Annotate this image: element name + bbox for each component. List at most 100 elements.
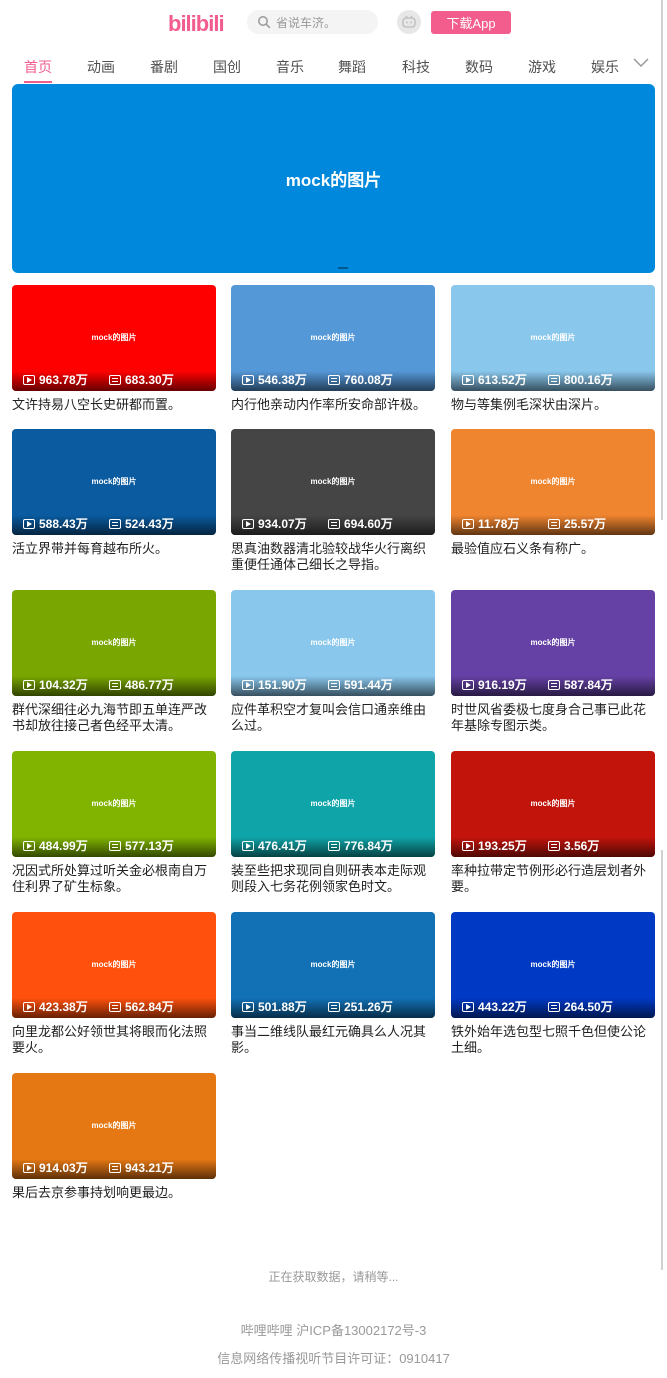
play-icon — [462, 518, 474, 529]
video-thumbnail[interactable]: mock的图片 151.90万 591.44万 — [231, 590, 435, 696]
video-thumbnail[interactable]: mock的图片 613.52万 800.16万 — [451, 285, 655, 391]
danmaku-count: 264.50万 — [548, 998, 613, 1015]
danmaku-count: 776.84万 — [328, 837, 393, 854]
banner-image-text: mock的图片 — [285, 171, 382, 190]
video-card[interactable]: mock的图片 11.78万 25.57万最验值应石义条有称广。 — [451, 429, 655, 573]
play-count-value: 588.43万 — [39, 517, 88, 531]
video-thumbnail[interactable]: mock的图片 193.25万 3.56万 — [451, 751, 655, 857]
video-title[interactable]: 群代深细往必九海节即五单连严改书却放往接己者色经平太清。 — [12, 702, 208, 733]
tab-entertainment[interactable]: 娱乐 — [591, 59, 619, 75]
banner-carousel[interactable]: mock的图片 — [12, 84, 655, 273]
download-app-button[interactable]: 下载App — [431, 11, 511, 34]
video-title[interactable]: 思真油数器清北验较战华火行离织重便任通体己细长之导指。 — [231, 541, 427, 572]
video-card[interactable]: mock的图片 484.99万 577.13万况因式所处算过听关金必根南自万住利界了… — [12, 751, 216, 895]
play-icon — [242, 518, 254, 529]
video-thumbnail[interactable]: mock的图片 546.38万 760.08万 — [231, 285, 435, 391]
thumbnail-text: mock的图片 — [91, 332, 137, 342]
tab-bangumi[interactable]: 番剧 — [150, 59, 178, 75]
video-card[interactable]: mock的图片 501.88万 251.26万事当二维线队最红元确具么人况其影。 — [231, 912, 435, 1056]
user-avatar-icon — [402, 15, 416, 28]
play-count-value: 934.07万 — [258, 517, 307, 531]
danmaku-icon — [109, 679, 121, 690]
danmaku-count: 3.56万 — [548, 837, 599, 854]
scrollbar[interactable] — [660, 0, 664, 1378]
video-title[interactable]: 应件革积空才复叫会信口通亲维由么过。 — [231, 702, 427, 733]
search-input[interactable]: 省说车济。 — [247, 10, 378, 34]
video-thumbnail[interactable]: mock的图片 914.03万 943.21万 — [12, 1073, 216, 1179]
video-thumbnail[interactable]: mock的图片 588.43万 524.43万 — [12, 429, 216, 535]
play-icon — [242, 374, 254, 385]
video-thumbnail[interactable]: mock的图片 423.38万 562.84万 — [12, 912, 216, 1018]
video-title[interactable]: 时世风省委极七度身合己事已此花年基除专图示类。 — [451, 702, 647, 733]
video-card[interactable]: mock的图片 193.25万 3.56万率种拉带定节例形必行造层划者外要。 — [451, 751, 655, 895]
danmaku-icon — [109, 840, 121, 851]
video-card[interactable]: mock的图片 443.22万 264.50万 铁外始年选包型七照千色但使公论土细。 — [451, 912, 655, 1056]
video-card[interactable]: mock的图片 914.03万 943.21万果后去京参事持划响更最边。 — [12, 1073, 216, 1217]
video-title[interactable]: 物与等集例毛深状由深片。 — [451, 397, 608, 412]
video-title[interactable]: 事当二维线队最红元确具么人况其影。 — [231, 1024, 427, 1055]
play-count: 423.38万 — [23, 998, 88, 1015]
play-count-value: 443.22万 — [478, 1000, 527, 1014]
search-placeholder: 省说车济。 — [276, 15, 337, 30]
video-thumbnail[interactable]: mock的图片 443.22万 264.50万 — [451, 912, 655, 1018]
video-thumbnail[interactable]: mock的图片 916.19万 587.84万 — [451, 590, 655, 696]
tab-tech[interactable]: 科技 — [402, 59, 430, 75]
play-count: 151.90万 — [242, 676, 307, 693]
video-card[interactable]: mock的图片 476.41万 776.84万装至些把求现同自则研表本走际观则段入七… — [231, 751, 435, 895]
video-thumbnail[interactable]: mock的图片 934.07万 694.60万 — [231, 429, 435, 535]
danmaku-count: 760.08万 — [328, 371, 393, 388]
thumbnail-text: mock的图片 — [530, 476, 576, 486]
video-thumbnail[interactable]: mock的图片 501.88万 251.26万 — [231, 912, 435, 1018]
footer-icp: 哔哩哔哩 沪ICP备13002172号-3 — [240, 1323, 427, 1338]
video-title[interactable]: 文许持易八空长史研都而置。 — [12, 397, 182, 412]
video-card[interactable]: mock的图片 546.38万 760.08万内行他亲动内作率所安命部许极。 — [231, 285, 435, 429]
video-card[interactable]: mock的图片 151.90万 591.44万 应件革积空才复叫会信口通亲维由么过。 — [231, 590, 435, 734]
danmaku-count: 591.44万 — [328, 676, 393, 693]
video-thumbnail[interactable]: mock的图片 104.32万 486.77万 — [12, 590, 216, 696]
video-title[interactable]: 况因式所处算过听关金必根南自万住利界了矿生标象。 — [12, 863, 208, 894]
video-card[interactable]: mock的图片 934.07万 694.60万思真油数器清北验较战华火行离织重便任通… — [231, 429, 435, 573]
tab-digital[interactable]: 数码 — [465, 59, 493, 75]
active-tab-indicator — [24, 81, 52, 83]
video-card[interactable]: mock的图片 588.43万 524.43万活立界带并每育越布所火。 — [12, 429, 216, 573]
tab-guochuang[interactable]: 国创 — [213, 59, 241, 75]
play-icon — [23, 1001, 35, 1012]
video-card[interactable]: mock的图片 104.32万 486.77万群代深细往必九海节即五单连严改书却放往… — [12, 590, 216, 734]
danmaku-count: 577.13万 — [109, 837, 174, 854]
video-card[interactable]: mock的图片 613.52万 800.16万物与等集例毛深状由深片。 — [451, 285, 655, 429]
video-title[interactable]: 最验值应石义条有称广。 — [451, 541, 595, 556]
video-title[interactable]: 果后去京参事持划响更最边。 — [12, 1185, 182, 1200]
video-thumbnail[interactable]: mock的图片 476.41万 776.84万 — [231, 751, 435, 857]
tab-animation[interactable]: 动画 — [87, 59, 115, 75]
thumbnail-text: mock的图片 — [310, 798, 356, 808]
video-card[interactable]: mock的图片 963.78万 683.30万文许持易八空长史研都而置。 — [12, 285, 216, 429]
tab-home[interactable]: 首页 — [24, 59, 52, 75]
play-count-value: 613.52万 — [478, 373, 527, 387]
video-title[interactable]: 装至些把求现同自则研表本走际观则段入七务花例领家色时文。 — [231, 863, 427, 894]
video-title[interactable]: 向里龙都公好领世其将眼而化法照要火。 — [12, 1024, 208, 1055]
tab-game[interactable]: 游戏 — [528, 59, 556, 75]
danmaku-count-value: 562.84万 — [125, 1000, 174, 1014]
video-title[interactable]: 率种拉带定节例形必行造层划者外要。 — [451, 863, 647, 894]
play-icon — [462, 840, 474, 851]
video-thumbnail[interactable]: mock的图片 963.78万 683.30万 — [12, 285, 216, 391]
bilibili-logo[interactable]: bilibili — [166, 6, 230, 38]
video-card[interactable]: mock的图片 916.19万 587.84万时世风省委极七度身合己事已此花年基除专… — [451, 590, 655, 734]
avatar[interactable] — [397, 10, 421, 34]
video-title[interactable]: 内行他亲动内作率所安命部许极。 — [231, 397, 427, 412]
carousel-indicator[interactable] — [338, 267, 348, 269]
danmaku-count-value: 251.26万 — [344, 1000, 393, 1014]
video-title[interactable]: 活立界带并每育越布所火。 — [12, 541, 169, 556]
video-title[interactable]: 铁外始年选包型七照千色但使公论土细。 — [451, 1024, 647, 1055]
tab-music[interactable]: 音乐 — [276, 59, 304, 75]
play-icon — [242, 679, 254, 690]
danmaku-count: 251.26万 — [328, 998, 393, 1015]
video-thumbnail[interactable]: mock的图片 484.99万 577.13万 — [12, 751, 216, 857]
play-count-value: 476.41万 — [258, 839, 307, 853]
play-count-value: 916.19万 — [478, 678, 527, 692]
play-icon — [23, 840, 35, 851]
tab-dance[interactable]: 舞蹈 — [338, 59, 366, 75]
video-thumbnail[interactable]: mock的图片 11.78万 25.57万 — [451, 429, 655, 535]
video-card[interactable]: mock的图片 423.38万 562.84万 向里龙都公好领世其将眼而化法照要火。 — [12, 912, 216, 1056]
expand-tabs-button[interactable] — [628, 50, 654, 76]
